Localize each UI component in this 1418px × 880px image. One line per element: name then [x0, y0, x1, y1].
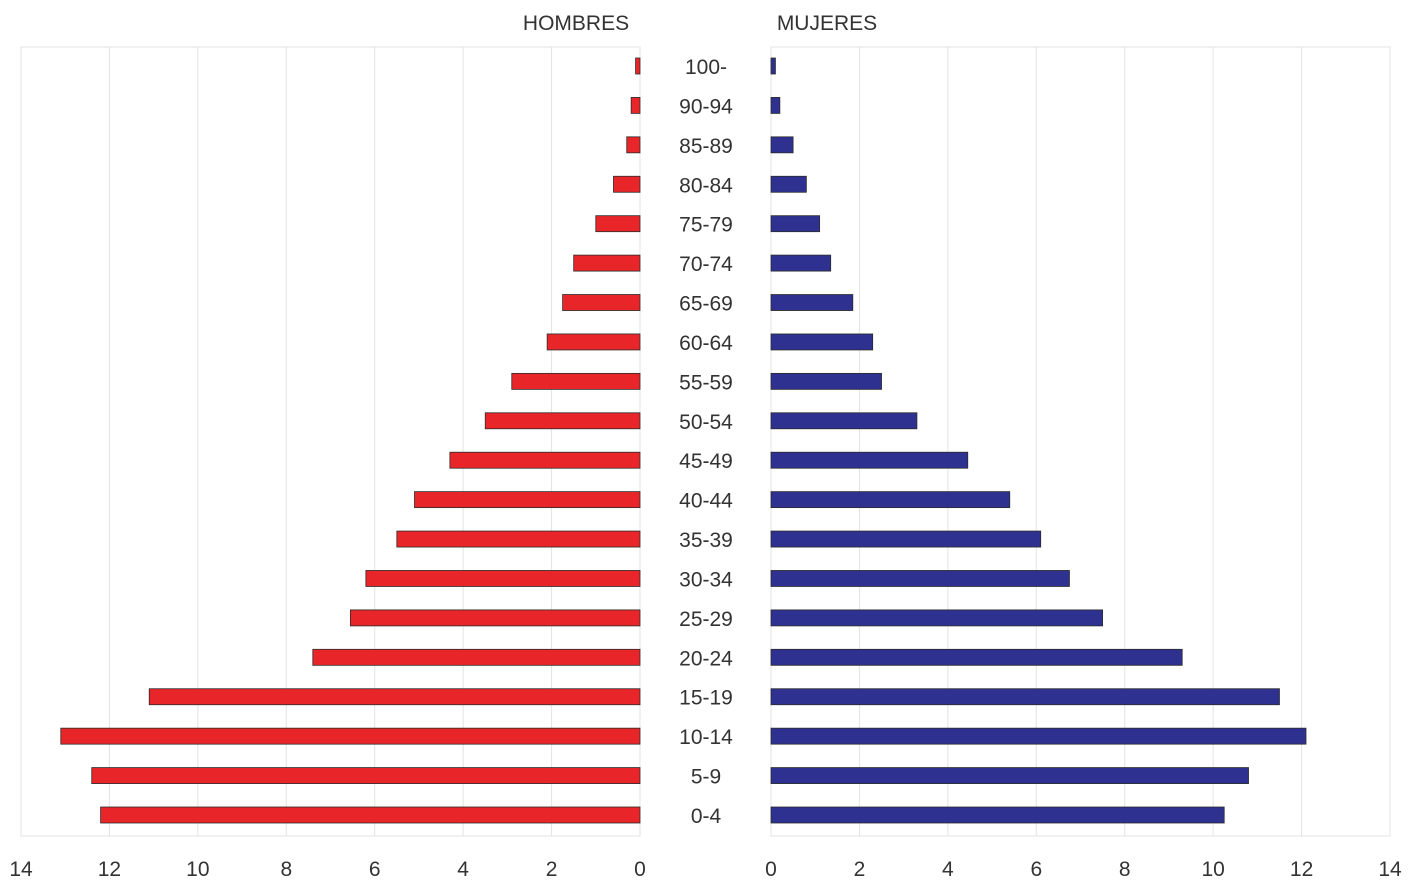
- left-bar-65-69: [562, 294, 641, 311]
- right-tick-label: 2: [854, 858, 866, 880]
- left-tick-label: 4: [457, 858, 469, 880]
- age-group-label: 100-: [685, 56, 727, 79]
- age-group-label: 60-64: [679, 332, 733, 355]
- right-bar-100-: [770, 57, 776, 75]
- left-tick-label: 8: [280, 858, 292, 880]
- left-panel: 0 2 4 6 8 10 12 14: [9, 46, 646, 880]
- left-tick-label: 6: [369, 858, 381, 880]
- left-bar-100-: [635, 57, 641, 75]
- right-bar-5-9: [770, 767, 1249, 784]
- age-group-label: 50-54: [679, 411, 733, 434]
- left-bar-50-54: [484, 412, 641, 430]
- right-bar-40-44: [770, 491, 1011, 509]
- left-bar-35-39: [396, 530, 641, 548]
- left-plot-frame: [20, 46, 641, 837]
- age-group-label: 40-44: [679, 490, 733, 513]
- left-bar-40-44: [414, 491, 641, 509]
- right-tick-label: 0: [765, 858, 777, 880]
- right-bar-10-14: [770, 727, 1307, 745]
- right-bar-20-24: [770, 648, 1183, 666]
- age-group-label: 20-24: [679, 647, 733, 670]
- right-tick-label: 10: [1201, 858, 1224, 880]
- age-group-label: 15-19: [679, 687, 733, 710]
- age-group-label: 10-14: [679, 726, 733, 749]
- age-group-label: 45-49: [679, 450, 733, 473]
- right-plot-frame: [770, 46, 1391, 837]
- age-group-label: 55-59: [679, 371, 733, 394]
- age-group-label: 70-74: [679, 253, 733, 276]
- right-bar-60-64: [770, 333, 874, 351]
- left-bar-0-4: [100, 806, 641, 824]
- left-tick-label: 0: [634, 858, 646, 880]
- right-bar-85-89: [770, 136, 794, 154]
- left-bar-80-84: [613, 175, 641, 193]
- left-bar-45-49: [449, 451, 641, 469]
- left-bar-90-94: [630, 97, 641, 114]
- left-bar-70-74: [573, 254, 641, 272]
- left-bar-5-9: [91, 767, 641, 784]
- left-tick-label: 14: [9, 858, 33, 880]
- right-bar-35-39: [770, 530, 1042, 548]
- right-bar-45-49: [770, 451, 969, 469]
- left-bar-60-64: [546, 333, 641, 351]
- right-tick-label: 6: [1030, 858, 1042, 880]
- right-bar-15-19: [770, 688, 1280, 706]
- right-bar-75-79: [770, 215, 821, 233]
- right-header: MUJERES: [777, 12, 877, 35]
- left-bar-20-24: [312, 648, 641, 666]
- left-bar-25-29: [349, 609, 641, 627]
- age-group-label: 5-9: [691, 766, 721, 789]
- right-tick-label: 12: [1290, 858, 1313, 880]
- left-bar-30-34: [365, 570, 641, 587]
- age-group-label: 35-39: [679, 529, 733, 552]
- right-bar-90-94: [770, 97, 781, 114]
- left-bar-15-19: [148, 688, 641, 706]
- right-bar-0-4: [770, 806, 1225, 824]
- right-bar-65-69: [770, 294, 854, 311]
- left-bar-10-14: [60, 727, 641, 745]
- age-group-label: 75-79: [679, 214, 733, 237]
- age-group-label: 65-69: [679, 293, 733, 316]
- age-labels: 100- 90-94 85-89 80-84 75-79 70-74 65-69 60-64 5…: [679, 56, 733, 828]
- age-group-label: 85-89: [679, 135, 733, 158]
- left-tick-label: 10: [186, 858, 209, 880]
- age-group-label: 80-84: [679, 174, 733, 197]
- right-bar-55-59: [770, 372, 882, 390]
- right-tick-label: 8: [1119, 858, 1131, 880]
- age-group-label: 25-29: [679, 608, 733, 631]
- right-bar-70-74: [770, 254, 832, 272]
- left-tick-label: 12: [98, 858, 121, 880]
- right-bar-30-34: [770, 570, 1070, 587]
- left-bar-85-89: [626, 136, 641, 154]
- left-bar-55-59: [511, 372, 641, 390]
- right-tick-label: 14: [1378, 858, 1402, 880]
- age-group-label: 90-94: [679, 95, 733, 118]
- right-bar-25-29: [770, 609, 1104, 627]
- age-group-label: 30-34: [679, 568, 733, 591]
- left-bar-75-79: [595, 215, 641, 233]
- left-header: HOMBRES: [523, 12, 629, 35]
- right-bar-50-54: [770, 412, 918, 430]
- right-panel: 0 2 4 6 8 10 12 14: [765, 46, 1402, 880]
- age-group-label: 0-4: [691, 805, 722, 828]
- right-bar-80-84: [770, 175, 807, 193]
- left-tick-label: 2: [546, 858, 558, 880]
- right-tick-label: 4: [942, 858, 954, 880]
